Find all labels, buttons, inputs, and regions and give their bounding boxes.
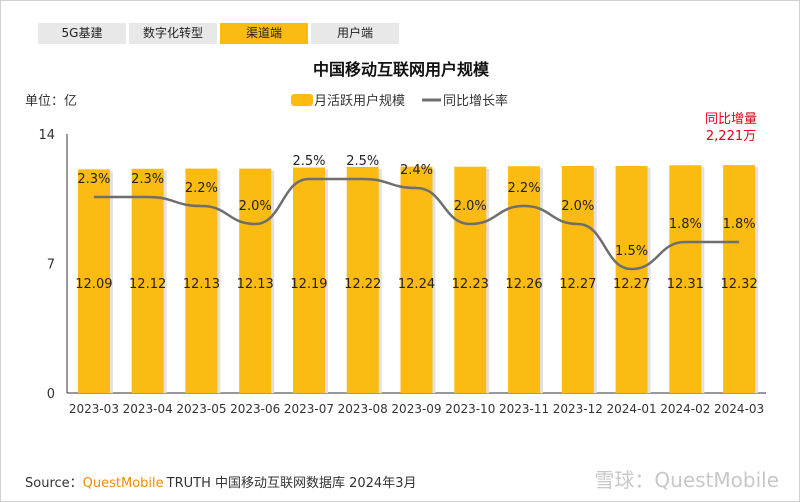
bar-value-label: 12.13 (237, 277, 274, 292)
bar-value-label: 12.24 (398, 277, 435, 292)
watermark: 雪球：QuestMobile (594, 468, 779, 492)
bar (454, 166, 487, 393)
growth-rate-label: 1.8% (723, 217, 756, 232)
tab-0[interactable]: 5G基建 (38, 23, 126, 44)
bar-value-label: 12.27 (559, 277, 596, 292)
bar (615, 166, 648, 393)
legend-bar-swatch (291, 94, 313, 106)
source-text: Source：QuestMobile TRUTH 中国移动互联网数据库 2024年… (25, 475, 416, 491)
bar-value-label: 12.27 (613, 277, 650, 292)
growth-rate-label: 2.0% (239, 199, 272, 214)
bar-value-label: 12.26 (505, 277, 542, 292)
annotation-line2: 2,221万 (706, 129, 756, 144)
bar-value-label: 12.32 (721, 277, 758, 292)
growth-rate-label: 2.2% (508, 181, 541, 196)
bar-value-label: 12.31 (667, 277, 704, 292)
bar (561, 166, 594, 393)
bar (400, 166, 433, 393)
bar-value-label: 12.13 (183, 277, 220, 292)
bar (723, 165, 756, 393)
source-rest: TRUTH 中国移动互联网数据库 2024年3月 (166, 475, 417, 491)
x-tick-label: 2023-09 (391, 402, 441, 416)
bar (508, 166, 541, 393)
x-tick-label: 2024-02 (660, 402, 710, 416)
growth-rate-label: 2.2% (185, 181, 218, 196)
x-tick-label: 2023-06 (230, 402, 280, 416)
bar (77, 169, 110, 393)
annotation-line1: 同比增量 (705, 112, 757, 127)
source-prefix: Source： (25, 476, 83, 491)
x-tick-label: 2024-03 (714, 402, 764, 416)
growth-rate-label: 1.5% (615, 244, 648, 259)
bar-value-label: 12.09 (75, 277, 112, 292)
y-tick-label: 14 (38, 128, 55, 143)
bar (669, 165, 702, 393)
x-tick-label: 2023-03 (69, 402, 119, 416)
growth-rate-label: 2.4% (400, 163, 433, 178)
growth-rate-label: 2.5% (346, 154, 379, 169)
growth-rate-label: 2.5% (292, 154, 325, 169)
unit-label: 单位：亿 (25, 94, 77, 109)
tab-1[interactable]: 数字化转型 (129, 23, 217, 44)
bar-value-label: 12.22 (344, 277, 381, 292)
x-tick-label: 2023-04 (123, 402, 173, 416)
growth-rate-label: 2.0% (454, 199, 487, 214)
x-tick-label: 2023-10 (445, 402, 495, 416)
growth-rate-label: 1.8% (669, 217, 702, 232)
y-tick-label: 7 (47, 258, 55, 273)
bar-value-label: 12.12 (129, 277, 166, 292)
bar (292, 167, 325, 393)
growth-rate-label: 2.0% (561, 199, 594, 214)
x-tick-label: 2023-08 (338, 402, 388, 416)
legend-line-label: 同比增长率 (443, 93, 508, 109)
tab-3[interactable]: 用户端 (311, 23, 399, 44)
growth-rate-label: 2.3% (131, 172, 164, 187)
growth-rate-line (93, 177, 740, 271)
growth-rate-label: 2.3% (77, 172, 110, 187)
bar-value-label: 12.23 (452, 277, 489, 292)
source-brand: QuestMobile (83, 476, 164, 491)
legend-bar-label: 月活跃用户规模 (314, 93, 405, 109)
tab-2[interactable]: 渠道端 (220, 23, 308, 44)
bar (346, 166, 379, 393)
chart-title: 中国移动互联网用户规模 (313, 60, 490, 79)
x-tick-label: 2024-01 (607, 402, 657, 416)
y-tick-label: 0 (47, 387, 55, 402)
x-tick-label: 2023-07 (284, 402, 334, 416)
x-tick-label: 2023-12 (553, 402, 603, 416)
bar (131, 168, 164, 393)
bar (239, 168, 272, 393)
x-tick-label: 2023-05 (176, 402, 226, 416)
bar-value-label: 12.19 (290, 277, 327, 292)
x-tick-label: 2023-11 (499, 402, 549, 416)
